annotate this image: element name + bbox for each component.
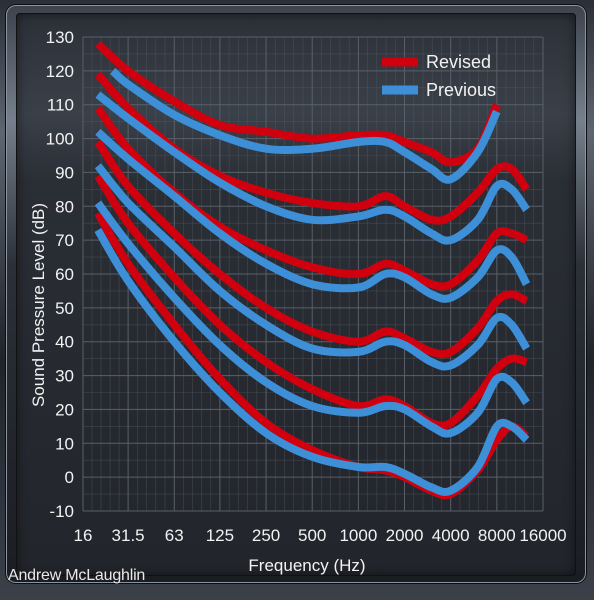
x-tick-label: 8000 xyxy=(478,526,516,545)
y-tick-label: 60 xyxy=(55,265,74,284)
x-tick-label: 16 xyxy=(74,526,93,545)
curve-previous-1 xyxy=(109,67,501,184)
x-tick-label: 31.5 xyxy=(112,526,145,545)
y-tick-label: -10 xyxy=(49,502,74,521)
y-tick-label: 70 xyxy=(55,231,74,250)
x-tick-labels: 16 31.5 63 125 250 500 1000 2000 4000 8000 16000 xyxy=(74,526,567,545)
y-tick-labels: -10 0 10 20 30 40 50 60 70 80 90 100 110 120 130 xyxy=(46,28,74,521)
curve-previous-6 xyxy=(94,227,530,496)
legend: Revised Previous xyxy=(382,52,496,100)
x-tick-label: 1000 xyxy=(339,526,377,545)
x-tick-label: 500 xyxy=(298,526,326,545)
x-tick-label: 125 xyxy=(206,526,234,545)
curve-previous-5 xyxy=(94,200,530,438)
y-tick-label: 110 xyxy=(47,96,74,115)
x-tick-label: 2000 xyxy=(386,526,424,545)
y-tick-label: 20 xyxy=(55,400,74,419)
curves xyxy=(94,40,531,500)
curve-revised-4 xyxy=(94,139,529,359)
y-tick-label: 0 xyxy=(65,468,74,487)
legend-label-previous: Previous xyxy=(426,80,496,100)
y-tick-label: 40 xyxy=(55,333,74,352)
y-tick-label: 80 xyxy=(55,197,74,216)
y-tick-label: 30 xyxy=(55,367,74,386)
x-tick-label: 4000 xyxy=(432,526,470,545)
y-tick-label: 50 xyxy=(55,299,74,318)
x-tick-label: 16000 xyxy=(519,526,566,545)
curve-revised-5 xyxy=(94,173,528,430)
y-tick-label: 10 xyxy=(55,434,74,453)
legend-label-revised: Revised xyxy=(426,52,491,72)
y-tick-label: 130 xyxy=(46,28,74,47)
curve-previous-2 xyxy=(95,91,530,245)
x-axis-label: Frequency (Hz) xyxy=(248,556,365,575)
y-axis-label: Sound Pressure Level (dB) xyxy=(29,203,48,407)
curve-previous-4 xyxy=(94,163,531,371)
y-tick-label: 90 xyxy=(55,163,74,182)
author-credit: Andrew McLaughlin xyxy=(8,567,146,584)
curve-revised-1 xyxy=(95,40,501,167)
curve-previous-3 xyxy=(95,128,531,303)
y-tick-label: 100 xyxy=(46,130,74,149)
y-tick-label: 120 xyxy=(46,62,74,81)
x-tick-label: 250 xyxy=(252,526,280,545)
x-tick-label: 63 xyxy=(165,526,184,545)
